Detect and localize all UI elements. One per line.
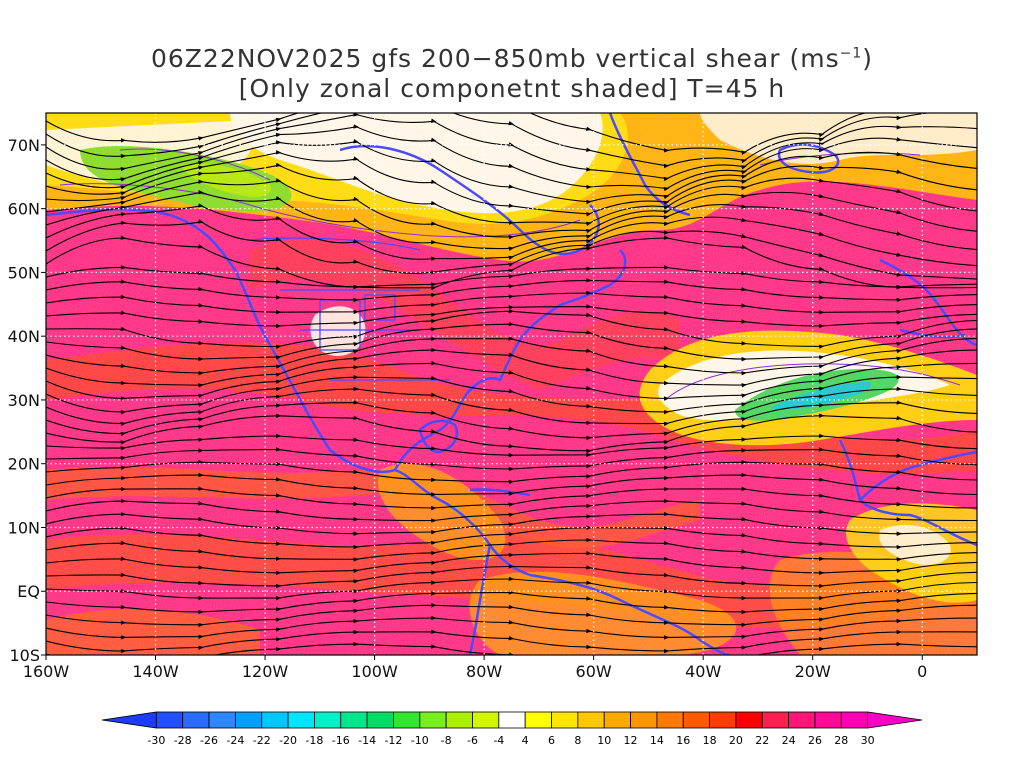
colorbar-label: -4 bbox=[493, 734, 504, 747]
colorbar-swatch bbox=[182, 711, 210, 729]
lat-label: 60N bbox=[8, 200, 40, 219]
colorbar-swatch bbox=[234, 711, 263, 729]
latitude-labels: 70N 60N 50N 40N 30N 20N 10N EQ 10S bbox=[8, 136, 46, 665]
lon-label: 160W bbox=[23, 662, 70, 681]
colorbar-label: 4 bbox=[522, 734, 529, 747]
lat-label: 30N bbox=[8, 391, 40, 410]
colorbar-label: -14 bbox=[358, 734, 376, 747]
colorbar-label: 16 bbox=[676, 734, 690, 747]
colorbar-swatch bbox=[814, 711, 842, 729]
colorbar-label: -6 bbox=[467, 734, 478, 747]
lat-label: 70N bbox=[8, 136, 40, 155]
colorbar-label: 18 bbox=[703, 734, 717, 747]
colorbar-label: -18 bbox=[305, 734, 323, 747]
colorbar-label: 20 bbox=[729, 734, 743, 747]
lon-label: 80W bbox=[466, 662, 502, 681]
colorbar-swatch bbox=[761, 711, 790, 729]
colorbar-swatch bbox=[577, 711, 605, 729]
colorbar-swatch-left-arrow bbox=[101, 711, 157, 729]
colorbar-label: -30 bbox=[147, 734, 165, 747]
lon-label: 60W bbox=[576, 662, 612, 681]
colorbar-label: -20 bbox=[279, 734, 297, 747]
colorbar-swatch bbox=[340, 711, 368, 729]
colorbar-swatch bbox=[208, 711, 236, 729]
colorbar-label: 6 bbox=[548, 734, 555, 747]
lat-label: EQ bbox=[17, 582, 40, 601]
colorbar-label: 14 bbox=[650, 734, 664, 747]
longitude-labels: 160W 140W 120W 100W 80W 60W 40W 20W 0 bbox=[23, 655, 927, 681]
lon-label: 100W bbox=[351, 662, 398, 681]
plot-title: 06Z22NOV2025 gfs 200−850mb vertical shea… bbox=[0, 44, 1024, 104]
colorbar-swatch bbox=[498, 711, 526, 729]
colorbar-swatch bbox=[445, 711, 473, 729]
lat-label: 40N bbox=[8, 327, 40, 346]
title-line-1: 06Z22NOV2025 gfs 200−850mb vertical shea… bbox=[150, 44, 874, 73]
colorbar-swatch bbox=[603, 711, 631, 729]
colorbar-swatch bbox=[261, 711, 289, 729]
colorbar-swatch bbox=[393, 711, 421, 729]
colorbar-label: -10 bbox=[411, 734, 429, 747]
colorbar-label: 8 bbox=[574, 734, 581, 747]
colorbar: -30 -28 -26 -24 -22 -20 -18 -16 -14 -12 -10 -8 -6 -4 4… bbox=[101, 711, 923, 747]
colorbar-label: -16 bbox=[332, 734, 350, 747]
colorbar-swatch bbox=[472, 711, 500, 729]
colorbar-label: 12 bbox=[624, 734, 638, 747]
colorbar-label: 30 bbox=[861, 734, 875, 747]
colorbar-label: 22 bbox=[755, 734, 769, 747]
colorbar-label: -22 bbox=[253, 734, 271, 747]
colorbar-label: -28 bbox=[174, 734, 192, 747]
colorbar-swatch bbox=[314, 711, 342, 729]
lon-label: 40W bbox=[685, 662, 721, 681]
colorbar-label: -24 bbox=[226, 734, 244, 747]
lat-label: 10N bbox=[8, 518, 40, 537]
colorbar-swatch bbox=[709, 711, 737, 729]
colorbar-swatch bbox=[656, 711, 684, 729]
gridlines bbox=[46, 113, 977, 655]
colorbar-swatch bbox=[630, 711, 658, 729]
colorbar-swatch bbox=[551, 711, 579, 729]
colorbar-label: 26 bbox=[808, 734, 822, 747]
colorbar-swatch bbox=[366, 711, 394, 729]
colorbar-label: 10 bbox=[597, 734, 611, 747]
title-line-2: [Only zonal componetnt shaded] T=45 h bbox=[238, 74, 786, 103]
lat-label: 20N bbox=[8, 455, 40, 474]
lon-label: 20W bbox=[795, 662, 831, 681]
colorbar-label: -8 bbox=[441, 734, 452, 747]
colorbar-swatch bbox=[419, 711, 447, 729]
colorbar-label: -12 bbox=[384, 734, 402, 747]
colorbar-swatch bbox=[524, 711, 552, 729]
colorbar-swatch bbox=[155, 711, 184, 729]
colorbar-label: 24 bbox=[782, 734, 796, 747]
lon-label: 140W bbox=[132, 662, 179, 681]
streamlines bbox=[46, 113, 977, 655]
colorbar-label: -26 bbox=[200, 734, 218, 747]
lat-label: 10S bbox=[9, 646, 40, 665]
colorbar-swatch bbox=[735, 711, 763, 729]
colorbar-swatch-right-arrow bbox=[867, 711, 923, 729]
map-field bbox=[46, 113, 977, 655]
colorbar-label: 28 bbox=[834, 734, 848, 747]
lon-label: 120W bbox=[242, 662, 289, 681]
colorbar-swatch bbox=[788, 711, 816, 729]
map-frame bbox=[45, 112, 978, 656]
lon-label: 0 bbox=[917, 662, 927, 681]
colorbar-swatch bbox=[682, 711, 710, 729]
colorbar-swatch bbox=[287, 711, 315, 729]
colorbar-swatch bbox=[840, 711, 869, 729]
lat-label: 50N bbox=[8, 263, 40, 282]
